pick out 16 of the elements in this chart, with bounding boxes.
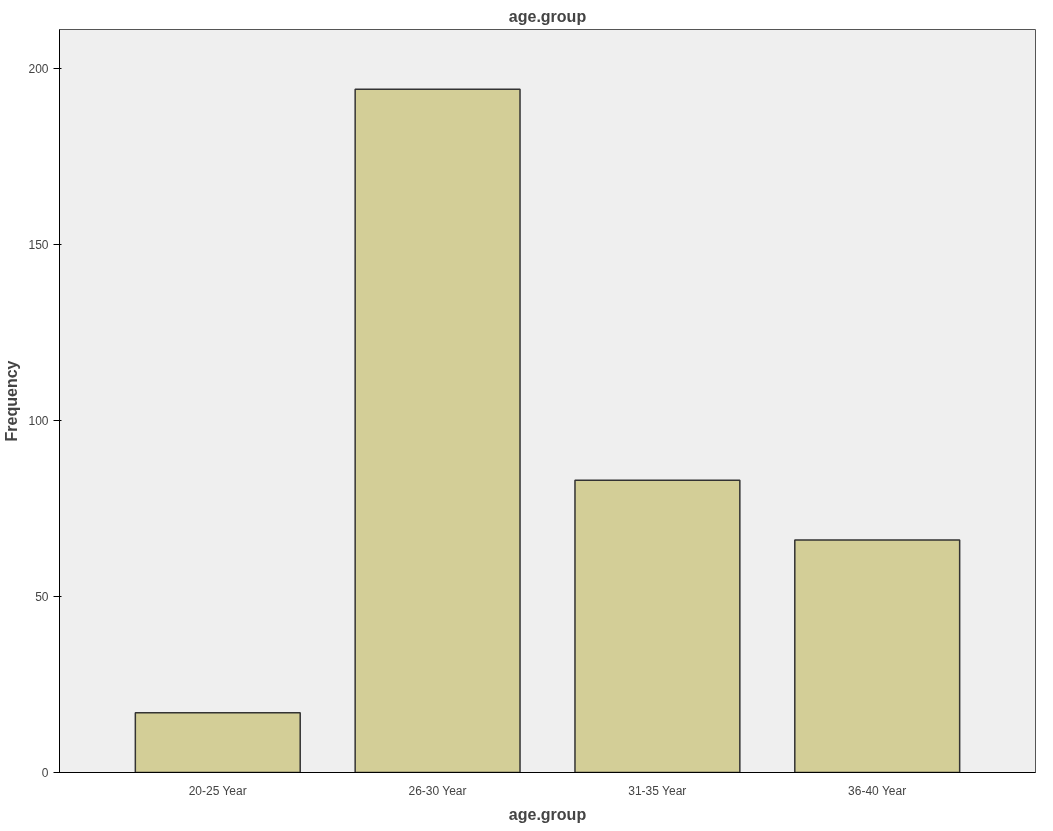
bar bbox=[354, 88, 521, 773]
x-tick-label: 20-25 Year bbox=[188, 783, 247, 798]
chart-title: age.group bbox=[508, 7, 587, 25]
y-axis-title: Frequency bbox=[3, 360, 21, 442]
y-tick-label: 100 bbox=[28, 413, 49, 428]
x-tick-label: 31-35 Year bbox=[628, 783, 687, 798]
y-tick-label: 50 bbox=[35, 589, 49, 604]
x-axis-title: age.group bbox=[508, 805, 587, 823]
y-tick-label: 0 bbox=[41, 766, 49, 780]
bar bbox=[134, 711, 301, 773]
y-tick-label: 200 bbox=[28, 61, 49, 76]
y-tick-label: 150 bbox=[28, 237, 49, 252]
x-tick-label: 26-30 Year bbox=[408, 783, 467, 798]
bar bbox=[574, 479, 741, 773]
x-tick-label: 36-40 Year bbox=[848, 783, 907, 798]
bar bbox=[794, 539, 961, 773]
